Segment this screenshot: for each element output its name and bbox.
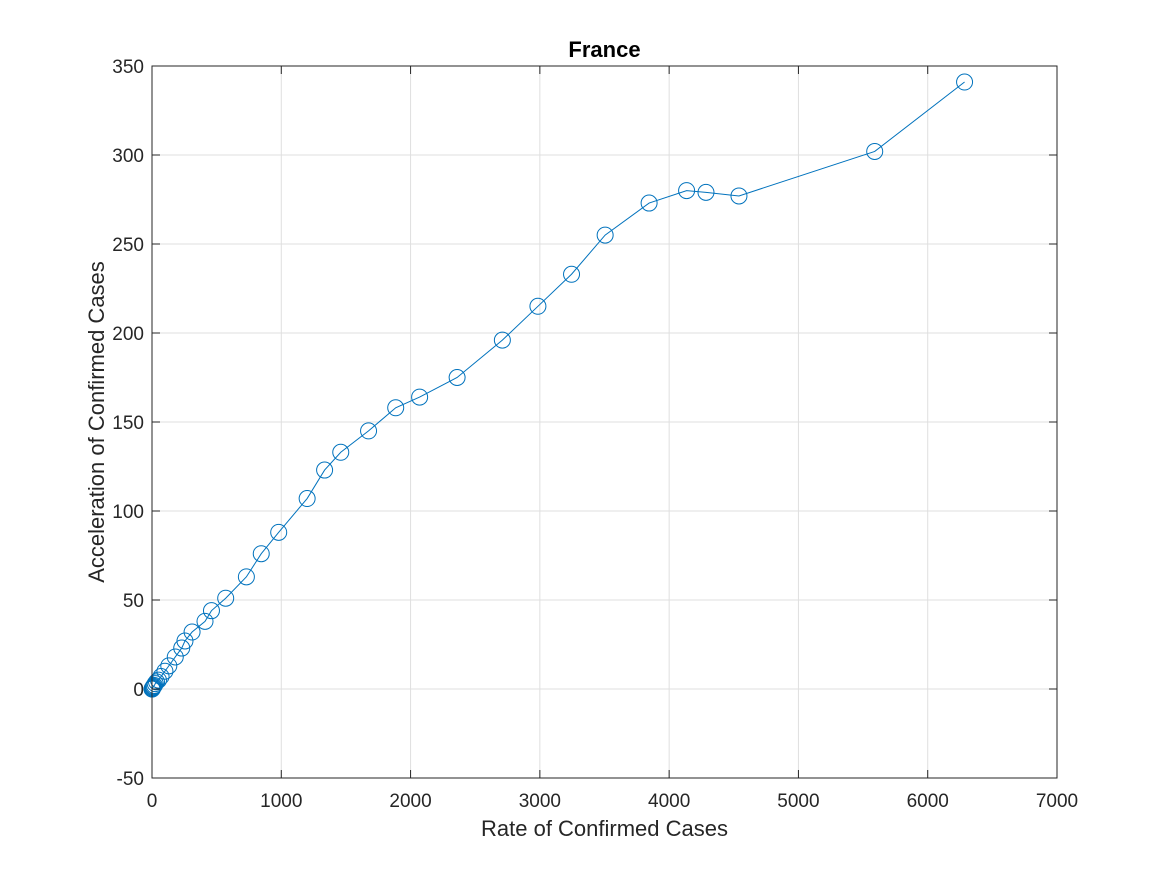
data-point xyxy=(493,331,511,349)
data-point xyxy=(640,194,658,212)
data-point xyxy=(160,657,178,675)
x-tick-label: 1000 xyxy=(260,791,302,812)
y-tick-label: 0 xyxy=(133,680,144,701)
data-point xyxy=(166,648,184,666)
y-tick-label: 300 xyxy=(112,146,144,167)
x-tick-label: 5000 xyxy=(777,791,819,812)
data-point xyxy=(956,73,974,91)
x-tick-label: 0 xyxy=(147,791,158,812)
y-axis-title: Acceleration of Confirmed Cases xyxy=(84,261,109,583)
y-tick-label: 200 xyxy=(112,324,144,345)
y-tick-label: -50 xyxy=(117,769,144,790)
y-tick-label: 100 xyxy=(112,502,144,523)
x-tick-label: 2000 xyxy=(389,791,431,812)
y-tick-label: 150 xyxy=(112,413,144,434)
data-point xyxy=(298,490,316,508)
data-point xyxy=(678,182,696,200)
data-point xyxy=(332,443,350,461)
data-point xyxy=(270,523,288,541)
data-point xyxy=(202,602,220,620)
y-tick-labels: -50 0 50 100 150 200 250 300 350 xyxy=(112,57,144,790)
data-point xyxy=(196,612,214,630)
x-tick-label: 6000 xyxy=(907,791,949,812)
chart-title: France xyxy=(568,37,640,62)
y-tick-label: 250 xyxy=(112,235,144,256)
data-point xyxy=(176,632,194,650)
x-tick-label: 7000 xyxy=(1036,791,1078,812)
data-point xyxy=(149,671,167,689)
data-point xyxy=(237,568,255,586)
data-point xyxy=(448,369,466,386)
y-tick-label: 50 xyxy=(123,591,144,612)
data-point xyxy=(148,673,166,691)
x-tick-label: 3000 xyxy=(519,791,561,812)
data-point xyxy=(360,422,378,440)
data-point xyxy=(563,265,581,283)
data-point xyxy=(730,187,748,205)
x-tick-label: 4000 xyxy=(648,791,690,812)
x-axis-title: Rate of Confirmed Cases xyxy=(481,816,728,841)
data-point xyxy=(316,461,334,479)
data-point xyxy=(697,183,715,201)
data-point xyxy=(596,226,614,244)
tick-marks xyxy=(151,65,1058,779)
data-point xyxy=(217,589,235,607)
data-point xyxy=(173,639,191,657)
data-point xyxy=(252,545,270,563)
data-point xyxy=(387,399,405,417)
data-point xyxy=(529,297,547,315)
data-point xyxy=(145,676,163,694)
data-point xyxy=(411,388,429,406)
y-tick-label: 350 xyxy=(112,57,144,78)
data-point xyxy=(146,675,164,693)
data-point xyxy=(156,662,174,680)
data-point xyxy=(183,623,201,641)
data-point xyxy=(866,142,884,160)
x-tick-labels: 0 1000 2000 3000 4000 5000 6000 7000 xyxy=(147,791,1078,812)
